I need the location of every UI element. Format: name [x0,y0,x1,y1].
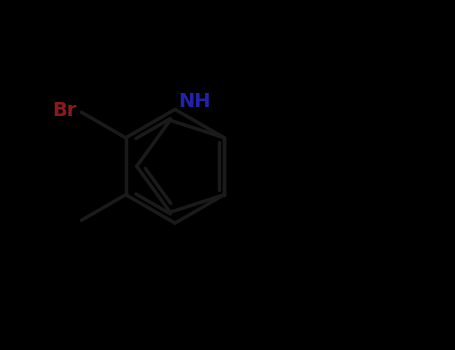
Text: Br: Br [53,100,77,120]
Text: NH: NH [178,92,211,112]
